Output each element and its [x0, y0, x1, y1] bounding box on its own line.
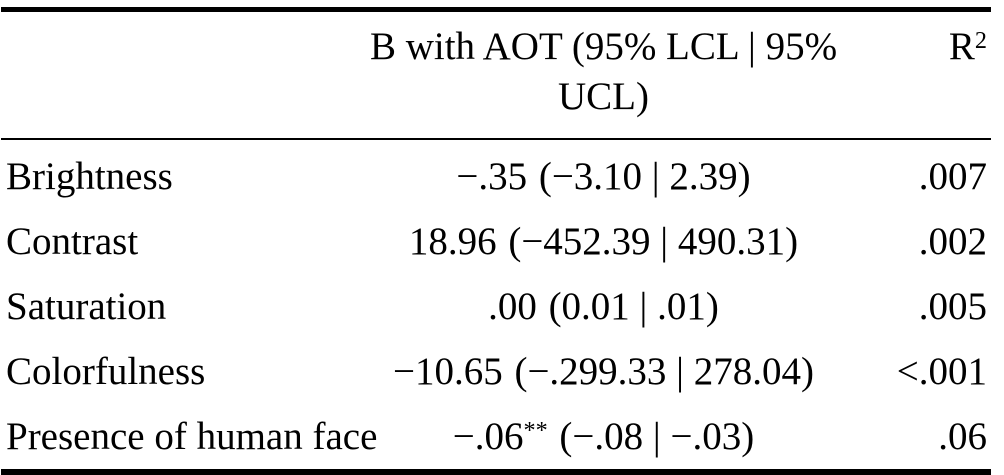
b-value-cell: −10.65 (−.299.33 | 278.04): [342, 339, 865, 404]
b-estimate: .00: [488, 285, 537, 328]
b-estimate: 18.96: [408, 220, 497, 263]
r2-value-cell: .06: [938, 415, 987, 458]
b-value-cell: .00 (0.01 | .01): [342, 274, 865, 339]
r2-column-header: R2: [865, 9, 991, 140]
predictor-label: Colorfulness: [6, 350, 206, 393]
confidence-interval: (−452.39 | 490.31): [508, 220, 799, 263]
significance-marker: **: [523, 417, 548, 445]
r2-value-cell: <.001: [896, 350, 987, 393]
r2-value-cell: .007: [918, 155, 987, 198]
confidence-interval: (0.01 | .01): [548, 285, 719, 328]
r2-value-cell: .002: [918, 220, 987, 263]
confidence-interval: (−.299.33 | 278.04): [514, 350, 814, 393]
b-estimate: −.35: [456, 155, 528, 198]
b-value-cell: −.06** (−.08 | −.03): [342, 404, 865, 472]
predictor-label: Contrast: [6, 220, 139, 263]
predictor-label: Brightness: [6, 155, 173, 198]
confidence-interval: (−.08 | −.03): [559, 415, 755, 458]
r2-header-base: R: [948, 25, 975, 68]
b-estimate: −.06: [452, 415, 524, 458]
b-estimate: −10.65: [393, 350, 503, 393]
predictor-label: Saturation: [6, 285, 167, 328]
table-row: Saturation .00 (0.01 | .01) .005: [1, 274, 991, 339]
table-row: Brightness −.35 (−3.10 | 2.39) .007: [1, 139, 991, 209]
b-aot-column-header: B with AOT (95% LCL | 95% UCL): [342, 9, 865, 140]
regression-results-table: B with AOT (95% LCL | 95% UCL) R2 Bright…: [1, 7, 991, 475]
predictor-label: Presence of human face: [6, 415, 378, 458]
r2-value-cell: .005: [918, 285, 987, 328]
table-row: Presence of human face −.06** (−.08 | −.0…: [1, 404, 991, 472]
header-row: B with AOT (95% LCL | 95% UCL) R2: [1, 9, 991, 140]
confidence-interval: (−3.10 | 2.39): [538, 155, 751, 198]
r2-header-superscript: 2: [974, 27, 987, 55]
predictor-column-header: [1, 9, 342, 140]
b-value-cell: −.35 (−3.10 | 2.39): [342, 139, 865, 209]
b-value-cell: 18.96 (−452.39 | 490.31): [342, 209, 865, 274]
table-row: Contrast 18.96 (−452.39 | 490.31) .002: [1, 209, 991, 274]
table-row: Colorfulness −10.65 (−.299.33 | 278.04) <…: [1, 339, 991, 404]
